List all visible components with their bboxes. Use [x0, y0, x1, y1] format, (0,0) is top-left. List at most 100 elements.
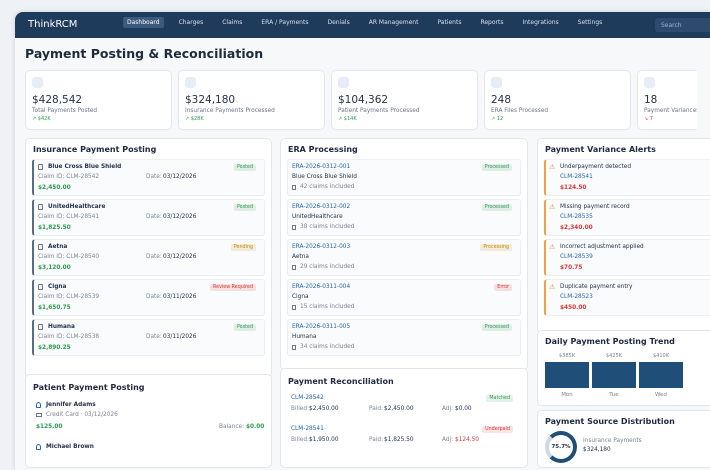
payer: Blue Cross Blue Shield	[292, 174, 357, 180]
claims: 38 claims included	[300, 224, 355, 230]
file-icon	[292, 305, 296, 310]
payment-method: Credit Card · 03/12/2026	[46, 412, 118, 418]
nav-item[interactable]: Reports	[480, 19, 504, 26]
era-item: ERA-2026-0312-003 Aetna 29 claims included…	[287, 239, 521, 276]
file-icon	[38, 164, 43, 170]
status-badge: Processed	[481, 164, 512, 171]
nav-item[interactable]: Settings	[577, 19, 603, 26]
posting-item: Humana Claim ID: CLM-28538 Date: 03/11/2026…	[32, 319, 265, 356]
adj: $0.00	[455, 406, 472, 412]
search-box[interactable]: Search	[655, 18, 710, 32]
stat-icon	[185, 77, 196, 88]
card-icon	[36, 413, 42, 417]
patient-item: Jennifer Adams Credit Card · 03/12/2026 $1…	[32, 399, 265, 439]
patient-name: Jennifer Adams	[46, 402, 96, 408]
status-badge: Processed	[481, 204, 512, 211]
brand: ThinkRCM	[28, 19, 78, 30]
date: 03/11/2026	[163, 294, 197, 300]
date-label: Date:	[146, 174, 162, 180]
stat-label: Patient Payments Processed	[338, 108, 420, 114]
stat-label: Insurance Payments Processed	[185, 108, 275, 114]
file-icon	[292, 265, 296, 270]
adj-label: Adj:	[442, 437, 454, 443]
reconciliation-item: CLM-28542 Billed: $2,450.00 Paid: $2,450.00 A…	[287, 391, 521, 419]
file-icon	[38, 204, 43, 210]
variance-title: Underpayment detected	[560, 164, 632, 170]
nav-item[interactable]: Dashboard	[123, 17, 164, 28]
date: 03/12/2026	[163, 214, 197, 220]
amount: $124.50	[560, 185, 587, 191]
trend-bar	[592, 362, 636, 388]
stat-card: $104,362 Patient Payments Processed ↗ $14K	[331, 70, 478, 130]
warning-icon: ⚠	[549, 203, 556, 211]
source-card: Payment Source Distribution 75.7% Insuranc…	[537, 410, 710, 468]
payer: Blue Cross Blue Shield	[48, 164, 122, 170]
status-badge: Posted	[233, 324, 256, 331]
billed: $2,450.00	[309, 406, 339, 412]
nav-item[interactable]: Patients	[437, 19, 462, 26]
patient-card: Patient Payment Posting Jennifer Adams Cre…	[25, 374, 272, 468]
reconciliation-item: CLM-28541 Billed: $1,950.00 Paid: $1,825.50 A…	[287, 422, 521, 450]
amount: $2,890.25	[38, 345, 71, 351]
card-title: Patient Payment Posting	[33, 383, 145, 392]
amount: $70.75	[560, 265, 583, 271]
file-icon	[292, 345, 296, 350]
payer: Humana	[292, 334, 317, 340]
amount: $2,450.00	[38, 185, 71, 191]
claim-id: CLM-28541	[560, 174, 593, 180]
payer: UnitedHealthcare	[48, 204, 106, 210]
claim-id: CLM-28523	[560, 294, 593, 300]
nav-item[interactable]: ERA / Payments	[261, 19, 309, 26]
reconciliation-card: Payment Reconciliation CLM-28542 Billed: $2…	[280, 368, 528, 468]
nav-item[interactable]: Charges	[178, 19, 204, 26]
posting-item: Aetna Claim ID: CLM-28540 Date: 03/12/2026 $…	[32, 239, 265, 276]
amount: $3,120.00	[38, 265, 71, 271]
adj-label: Adj:	[442, 406, 454, 412]
trend-value: $410K	[652, 353, 669, 359]
trend-bar	[639, 362, 683, 388]
payer: UnitedHealthcare	[292, 214, 343, 220]
stat-label: Total Payments Posted	[32, 108, 97, 114]
stat-value: 18	[644, 94, 658, 106]
warning-icon: ⚠	[549, 283, 556, 291]
amount: $1,825.50	[38, 225, 71, 231]
stat-delta: ↗ $28K	[185, 116, 204, 122]
card-title: Payment Reconciliation	[288, 377, 394, 386]
claims: 29 claims included	[300, 264, 355, 270]
claims: 42 claims included	[300, 184, 355, 190]
amount: $125.00	[36, 424, 63, 430]
card-title: Payment Variance Alerts	[545, 145, 656, 154]
nav-item[interactable]: Integrations	[522, 19, 559, 26]
payer: Aetna	[292, 254, 309, 260]
billed-label: Billed:	[291, 437, 310, 443]
paid: $2,450.00	[384, 406, 414, 412]
nav-item[interactable]: Claims	[222, 19, 243, 26]
stat-value: 248	[491, 94, 512, 106]
paid: $1,825.50	[384, 437, 414, 443]
patient-item: Michael Brown	[32, 441, 265, 461]
date-label: Date:	[146, 294, 162, 300]
billed-label: Billed:	[291, 406, 310, 412]
patient-name: Michael Brown	[46, 444, 94, 450]
date: 03/12/2026	[163, 174, 197, 180]
status-badge: Matched	[486, 395, 513, 402]
nav-item[interactable]: Denials	[327, 19, 350, 26]
claims: 34 claims included	[300, 344, 355, 350]
insurance-card: Insurance Payment Posting Blue Cross Blue…	[25, 138, 272, 378]
variance-title: Duplicate payment entry	[560, 284, 633, 290]
claim-id: CLM-28535	[560, 214, 593, 220]
paid-label: Paid:	[369, 406, 384, 412]
date-label: Date:	[146, 334, 162, 340]
card-title: ERA Processing	[288, 145, 358, 154]
era-item: ERA-2026-0311-004 Cigna 15 claims included…	[287, 279, 521, 316]
amount: $1,650.75	[38, 305, 71, 311]
person-icon	[36, 444, 41, 450]
adj: $124.50	[455, 437, 479, 443]
trend-day: Tue	[609, 392, 619, 398]
date-label: Date:	[146, 214, 162, 220]
stat-card: 248 ERA Files Processed ↗ 12	[484, 70, 631, 130]
stat-delta: ↗ $14K	[338, 116, 357, 122]
nav-item[interactable]: AR Management	[368, 19, 419, 26]
claim-id: CLM-28542	[291, 395, 324, 401]
status-badge: Posted	[233, 164, 256, 171]
